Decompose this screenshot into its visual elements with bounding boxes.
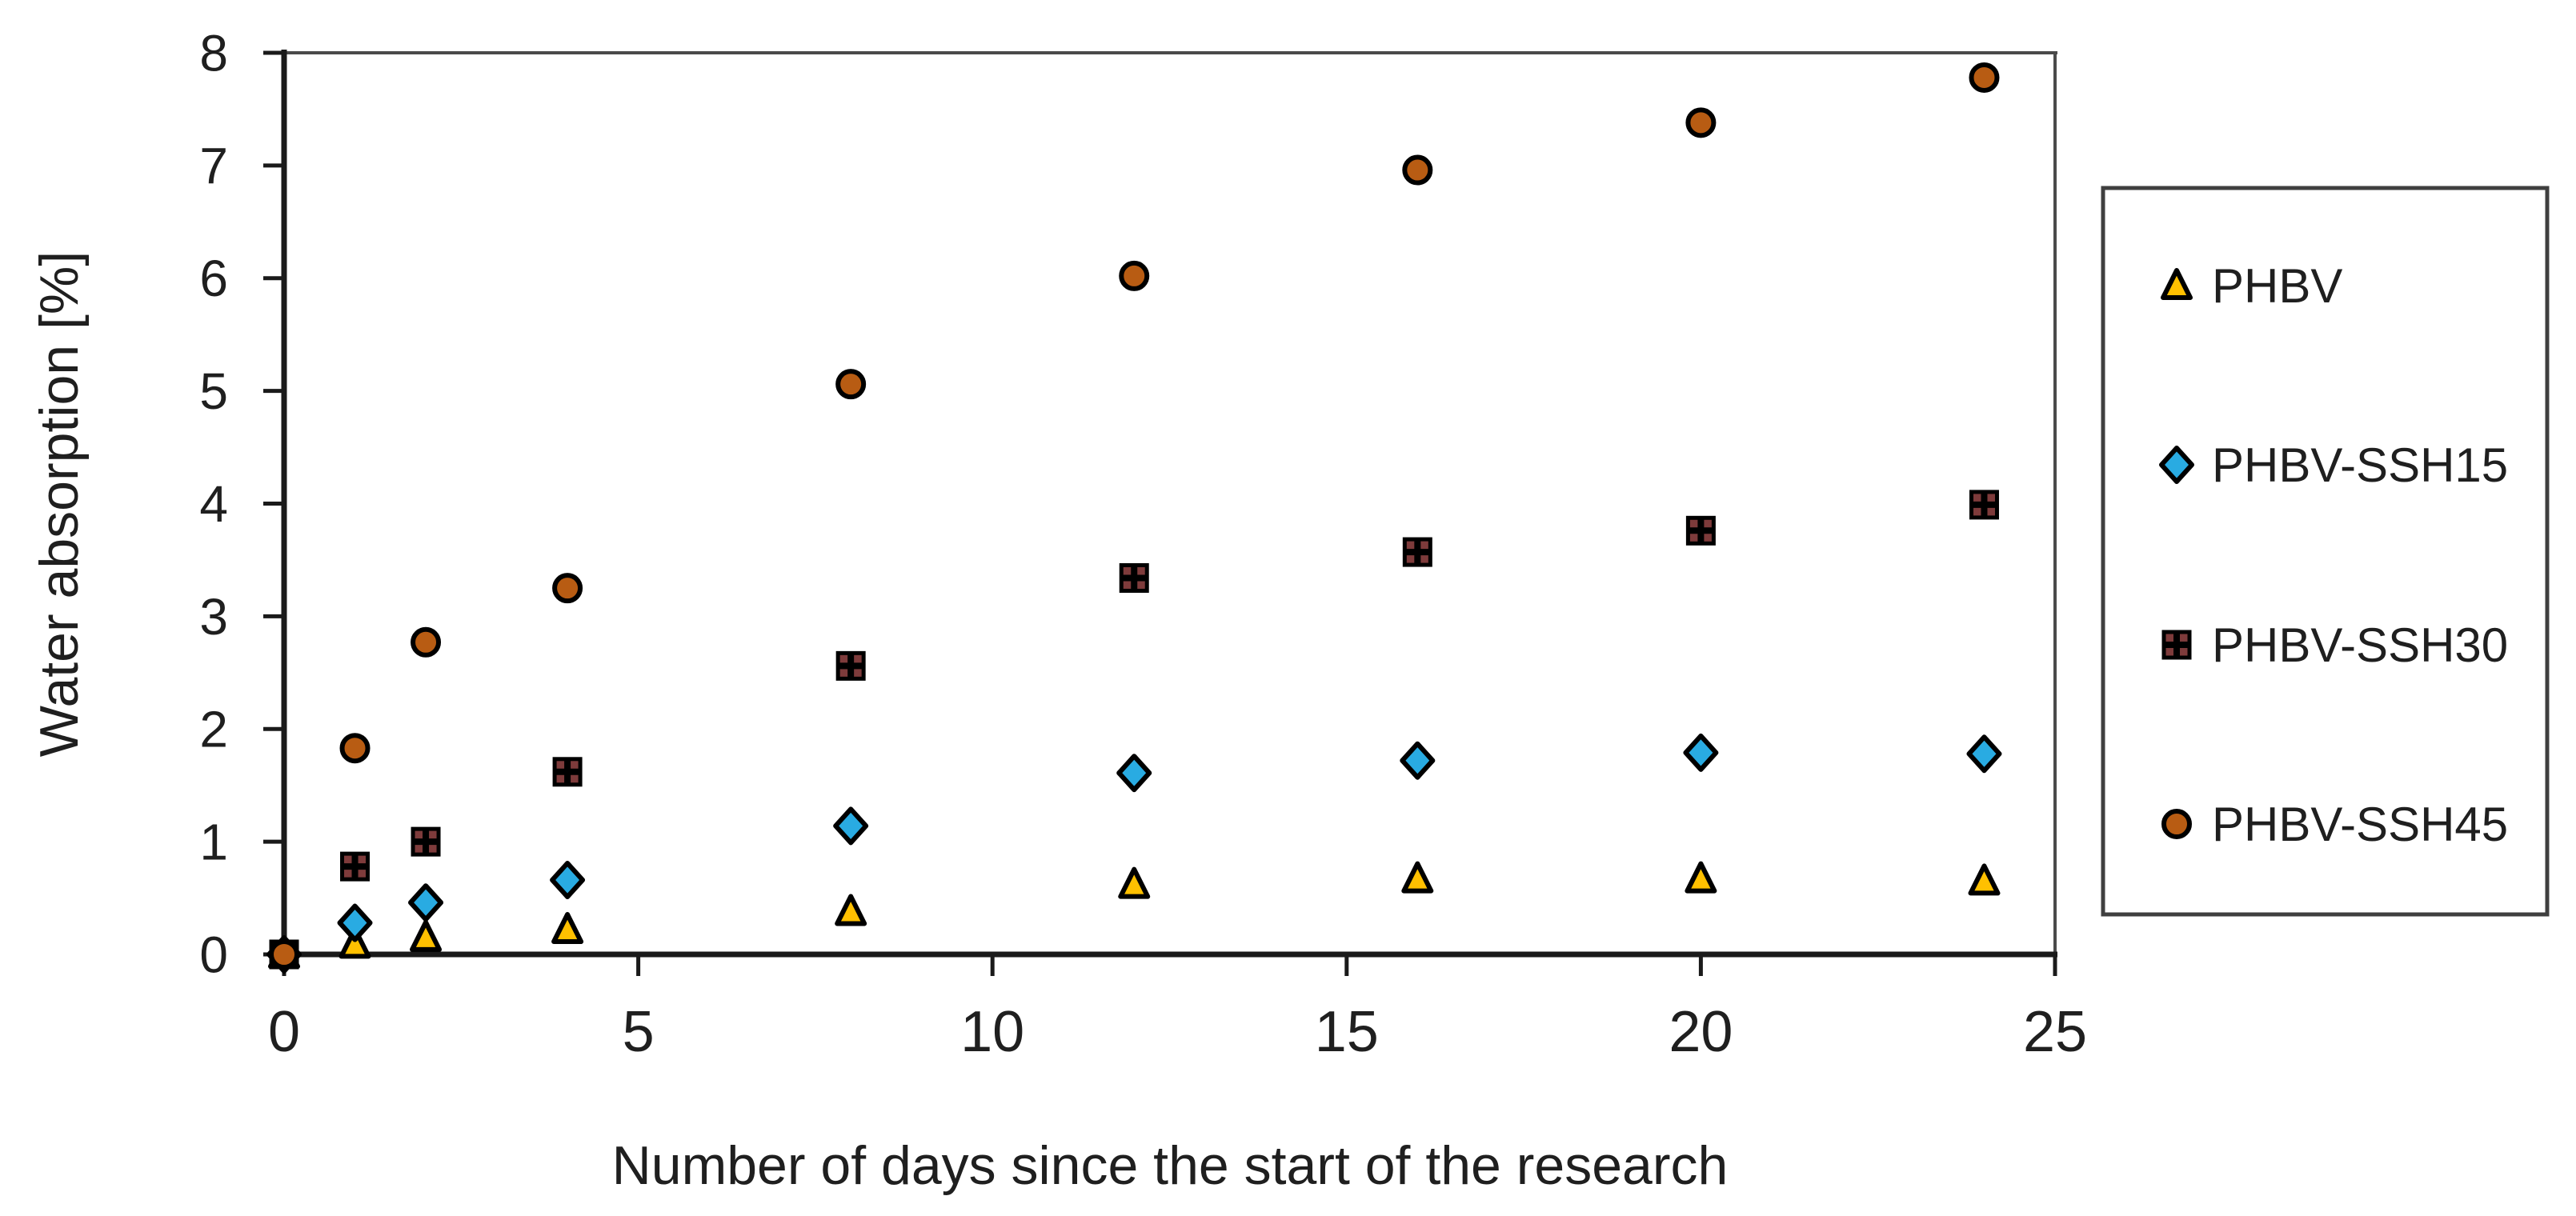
data-point-phbv-ssh15: [550, 861, 586, 900]
data-point-phbv: [1118, 866, 1151, 899]
data-point-phbv-ssh45: [1402, 154, 1433, 186]
y-tick-label: 5: [199, 362, 228, 420]
data-point-phbv-ssh45: [552, 573, 583, 604]
data-points: [266, 62, 2002, 974]
legend-item-phbv: PHBV: [2161, 259, 2342, 313]
data-point-phbv-ssh45: [339, 733, 371, 764]
data-point-phbv: [551, 912, 584, 945]
data-point-phbv-ssh45: [1969, 62, 2000, 93]
x-tick-label: 20: [1669, 1000, 1733, 1064]
legend-marker-phbv-ssh45: [2161, 809, 2192, 839]
x-tick-label: 0: [268, 1000, 300, 1064]
y-tick-label: 4: [199, 475, 228, 533]
legend-label: PHBV: [2212, 259, 2342, 313]
data-point-phbv-ssh30: [411, 826, 441, 857]
legend-item-phbv-ssh15: PHBV-SSH15: [2159, 438, 2508, 492]
x-axis-title: Number of days since the start of the re…: [612, 1135, 1729, 1196]
x-tick-label: 10: [960, 1000, 1024, 1064]
plot-frame: [281, 50, 2057, 958]
data-point-phbv-ssh15: [1116, 754, 1152, 793]
data-point-phbv: [1968, 863, 2001, 896]
y-tick-label: 8: [199, 24, 228, 82]
legend-marker-phbv-ssh30: [2161, 630, 2192, 660]
x-tick-label: 5: [623, 1000, 655, 1064]
axis-ticks: 0 1 2 3 4 5 6 7 8 0 5 10 15 20 25: [199, 24, 2087, 1064]
legend-item-phbv-ssh45: PHBV-SSH45: [2161, 798, 2508, 851]
data-point-phbv-ssh30: [1119, 562, 1149, 593]
data-point-phbv-ssh30: [552, 757, 583, 787]
legend-marker-phbv-ssh15: [2159, 446, 2194, 484]
legend-box: [2101, 186, 2550, 917]
data-point-phbv-ssh15: [1400, 741, 1436, 780]
data-point-phbv-ssh45: [1119, 260, 1150, 291]
square-cross-marker-icon: [2161, 630, 2192, 660]
data-point-phbv-ssh15: [1683, 733, 1719, 772]
data-point-phbv: [1401, 861, 1434, 894]
data-point-phbv-ssh30: [835, 650, 866, 681]
legend-label: PHBV-SSH15: [2212, 438, 2508, 492]
legend-label: PHBV-SSH30: [2212, 618, 2508, 672]
data-point-phbv-ssh45: [411, 626, 442, 658]
x-tick-label: 15: [1315, 1000, 1379, 1064]
data-point-phbv-ssh15: [337, 903, 373, 942]
data-point-phbv-ssh45: [835, 369, 867, 400]
y-tick-label: 2: [199, 701, 228, 758]
data-point-phbv-ssh15: [833, 806, 869, 846]
legend-marker-phbv: [2161, 268, 2193, 300]
triangle-marker-icon: [2161, 268, 2193, 300]
diamond-marker-icon: [2159, 446, 2194, 484]
data-point-phbv-ssh45: [269, 939, 299, 970]
legend-label: PHBV-SSH45: [2212, 798, 2508, 851]
data-point-phbv-ssh30: [1969, 490, 1999, 520]
circle-marker-icon: [2161, 809, 2192, 839]
legend: PHBV PHBV-SSH15 PHBV-SSH30 PHBV-SSH45: [2101, 186, 2550, 917]
data-point-phbv-ssh30: [1685, 515, 1716, 546]
y-tick-label: 3: [199, 588, 228, 646]
data-point-phbv-ssh30: [340, 851, 371, 882]
y-tick-label: 6: [199, 250, 228, 307]
data-point-phbv-ssh30: [1402, 537, 1432, 567]
x-tick-label: 25: [2023, 1000, 2087, 1064]
y-tick-label: 0: [199, 926, 228, 983]
y-axis-title: Water absorption [%]: [29, 251, 90, 757]
legend-item-phbv-ssh30: PHBV-SSH30: [2161, 618, 2508, 672]
data-point-phbv: [835, 894, 867, 926]
y-tick-label: 1: [199, 814, 228, 871]
data-point-phbv: [1685, 861, 1717, 894]
data-point-phbv: [410, 919, 443, 952]
data-point-phbv-ssh15: [1966, 734, 2002, 774]
y-tick-label: 7: [199, 137, 228, 194]
data-point-phbv-ssh15: [408, 883, 444, 922]
data-point-phbv-ssh45: [1685, 107, 1717, 138]
data-point-phbv: [339, 926, 371, 959]
